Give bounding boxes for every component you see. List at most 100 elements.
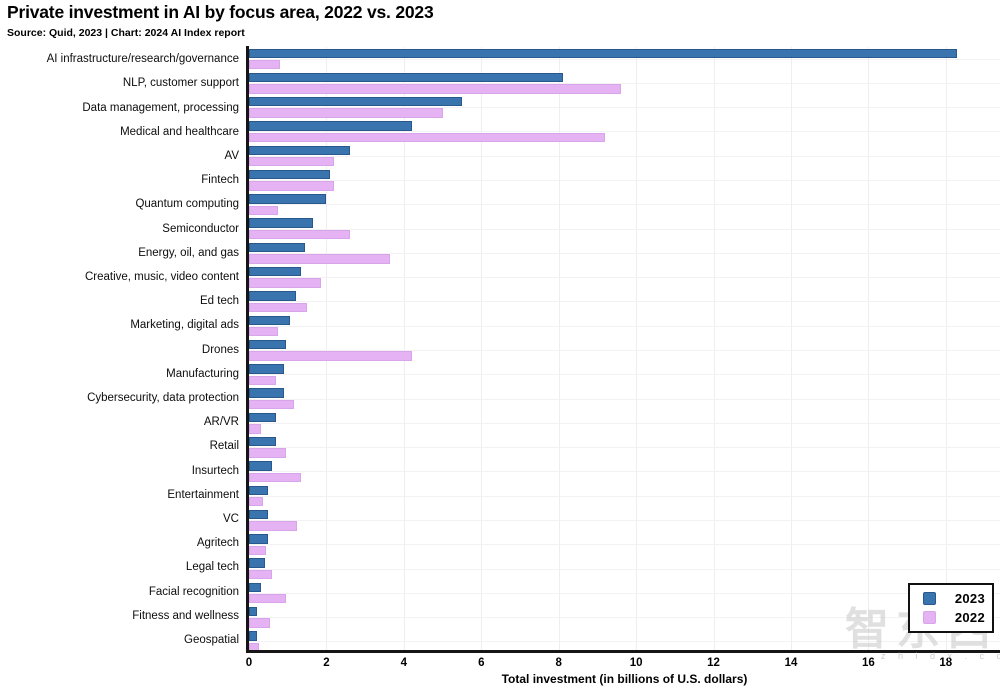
bar-2023	[249, 388, 284, 398]
gridline-x-14	[791, 47, 792, 652]
x-tick-label: 8	[555, 657, 562, 669]
gridline-x-18	[945, 47, 947, 652]
bar-row	[249, 217, 1000, 241]
gridline-y	[249, 204, 1000, 206]
category-label: Manufacturing	[166, 367, 239, 380]
category-label: AI infrastructure/research/governance	[46, 53, 239, 66]
category-label: Facial recognition	[148, 585, 239, 598]
bar-2022	[249, 618, 271, 628]
bar-row	[249, 533, 1000, 557]
category-labels: AI infrastructure/research/governance NLP…	[0, 47, 246, 652]
bar-2022	[249, 569, 273, 580]
gridline-y	[249, 641, 1000, 643]
category-label: Agritech	[196, 537, 239, 550]
y-axis-line	[246, 46, 249, 653]
bar-2022	[249, 181, 335, 191]
gridline-y	[249, 301, 1000, 303]
bar-row	[249, 436, 1000, 460]
bar-2022	[249, 399, 294, 410]
x-tick-label: 14	[784, 657, 798, 669]
bar-2023	[249, 534, 269, 544]
bars-rows	[249, 47, 1000, 654]
bar-2022	[249, 594, 286, 604]
bar-2022	[249, 521, 298, 531]
gridline-y	[249, 471, 1000, 473]
bar-2023	[249, 412, 277, 423]
category-label: Creative, music, video content	[84, 270, 239, 283]
bar-row	[249, 484, 1000, 508]
bar-2023	[249, 339, 286, 350]
legend-label-2023: 2023	[954, 591, 985, 606]
bar-2023	[249, 437, 277, 447]
bar-2022	[249, 205, 278, 215]
gridline-y	[249, 58, 1000, 60]
x-tick-label: 18	[939, 657, 953, 669]
gridline-y	[249, 447, 1000, 449]
gridline-x-10	[636, 47, 638, 652]
plot-area	[249, 47, 1000, 654]
gridline-y	[249, 228, 1000, 230]
category-label: Drones	[201, 343, 239, 356]
gridline-y	[249, 422, 1000, 424]
bar-2022	[249, 229, 350, 240]
bar-2023	[249, 582, 261, 593]
legend-swatch-2023	[923, 592, 936, 605]
bar-2022	[249, 278, 321, 288]
gridline-y	[249, 592, 1000, 594]
x-tick-label: 6	[478, 657, 485, 669]
bar-2022	[249, 351, 412, 361]
bar-2022	[249, 496, 263, 507]
bar-row	[249, 144, 1000, 168]
bar-2023	[249, 631, 257, 641]
bar-2023	[249, 97, 462, 107]
category-label: NLP, customer support	[122, 77, 239, 90]
bar-row	[249, 96, 1000, 120]
bar-row	[249, 120, 1000, 144]
bar-row	[249, 387, 1000, 411]
category-label: Energy, oil, and gas	[138, 246, 239, 259]
bar-2022	[249, 326, 278, 337]
gridline-y	[249, 349, 1000, 351]
x-axis-title: Total investment (in billions of U.S. do…	[501, 672, 748, 686]
gridline-y	[249, 155, 1000, 157]
bar-row	[249, 630, 1000, 654]
bar-2023	[249, 364, 284, 374]
chart-header: Private investment in AI by focus area, …	[7, 2, 434, 39]
gridline-x-6	[481, 47, 483, 652]
bar-2023	[249, 606, 257, 617]
gridline-x-12	[713, 47, 715, 652]
bar-2023	[249, 485, 269, 495]
category-label: Ed tech	[200, 295, 239, 308]
bar-row	[249, 71, 1000, 95]
bar-2022	[249, 254, 391, 264]
bar-2023	[249, 169, 331, 180]
gridline-y	[249, 617, 1000, 619]
bar-2023	[249, 242, 306, 253]
gridline-y	[249, 495, 1000, 497]
bar-2023	[249, 145, 350, 156]
category-label: Marketing, digital ads	[130, 319, 239, 332]
bar-2022	[249, 132, 606, 143]
category-label: Cybersecurity, data protection	[87, 391, 239, 404]
bar-row	[249, 363, 1000, 387]
x-tick-label: 0	[245, 657, 253, 669]
bar-row	[249, 508, 1000, 532]
gridline-y	[249, 252, 1000, 254]
bar-row	[249, 168, 1000, 192]
bar-2022	[249, 424, 261, 434]
gridline-y	[249, 180, 1000, 181]
category-label: Semiconductor	[162, 222, 239, 235]
bar-2023	[249, 315, 290, 325]
bar-2023	[249, 121, 412, 131]
legend-item-2022: 2022	[923, 610, 985, 625]
bar-2023	[249, 291, 296, 301]
category-label: Data management, processing	[82, 101, 239, 114]
bar-2023	[249, 72, 563, 83]
bar-2022	[249, 302, 308, 313]
legend: 2023 2022	[908, 583, 994, 633]
gridline-x-2	[326, 47, 328, 652]
category-label: Medical and healthcare	[120, 125, 239, 138]
bar-2023	[249, 558, 265, 568]
bar-row	[249, 314, 1000, 338]
